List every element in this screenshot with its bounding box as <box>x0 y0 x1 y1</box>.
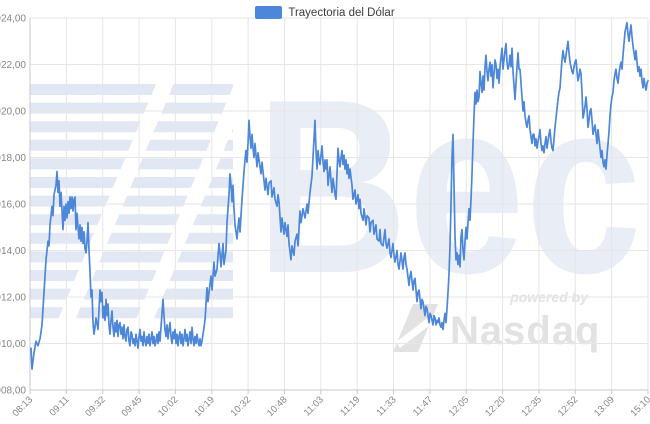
svg-text:13:09: 13:09 <box>592 394 617 419</box>
svg-text:10:02: 10:02 <box>156 394 181 419</box>
svg-text:10:19: 10:19 <box>192 394 217 419</box>
nasdaq-watermark: powered by Nasdaq <box>393 289 601 353</box>
svg-text:15:10: 15:10 <box>629 394 650 419</box>
svg-text:$912,00: $912,00 <box>0 293 26 304</box>
svg-text:12:52: 12:52 <box>556 394 581 419</box>
svg-text:$910,00: $910,00 <box>0 339 26 350</box>
svg-text:11:03: 11:03 <box>302 394 326 418</box>
svg-text:$920,00: $920,00 <box>0 107 26 118</box>
svg-text:$922,00: $922,00 <box>0 60 26 71</box>
legend-label: Trayectoria del Dólar <box>288 6 395 19</box>
svg-text:11:47: 11:47 <box>411 394 435 418</box>
svg-text:$918,00: $918,00 <box>0 153 26 164</box>
axis-lines <box>29 18 649 394</box>
svg-text:09:11: 09:11 <box>47 394 71 418</box>
x-axis-labels: 08:13 09:11 09:32 09:45 10:02 10:19 10:32 10:48… <box>11 394 650 419</box>
legend[interactable]: Trayectoria del Dólar <box>0 6 650 19</box>
svg-text:08:13: 08:13 <box>11 394 36 419</box>
svg-text:09:45: 09:45 <box>120 394 145 419</box>
nasdaq-text: Nasdaq <box>450 309 601 353</box>
price-line-series <box>30 21 649 370</box>
svg-text:12:35: 12:35 <box>519 394 544 419</box>
svg-text:$924,00: $924,00 <box>0 14 26 25</box>
svg-text:12:20: 12:20 <box>483 394 508 419</box>
svg-text:$908,00: $908,00 <box>0 386 26 397</box>
svg-text:10:32: 10:32 <box>229 394 254 419</box>
svg-text:11:33: 11:33 <box>375 394 399 418</box>
svg-text:12:05: 12:05 <box>447 394 472 419</box>
legend-swatch <box>255 6 283 19</box>
svg-text:11:19: 11:19 <box>338 394 362 418</box>
y-axis-labels: $908,00 $910,00 $912,00 $914,00 $916,00 $918,… <box>0 14 26 397</box>
bec-flag-stripes-watermark <box>30 78 252 334</box>
nasdaq-logo-slash <box>396 316 434 348</box>
svg-text:09:32: 09:32 <box>83 394 108 419</box>
svg-text:$916,00: $916,00 <box>0 200 26 211</box>
svg-text:$914,00: $914,00 <box>0 246 26 257</box>
svg-text:10:48: 10:48 <box>265 394 290 419</box>
